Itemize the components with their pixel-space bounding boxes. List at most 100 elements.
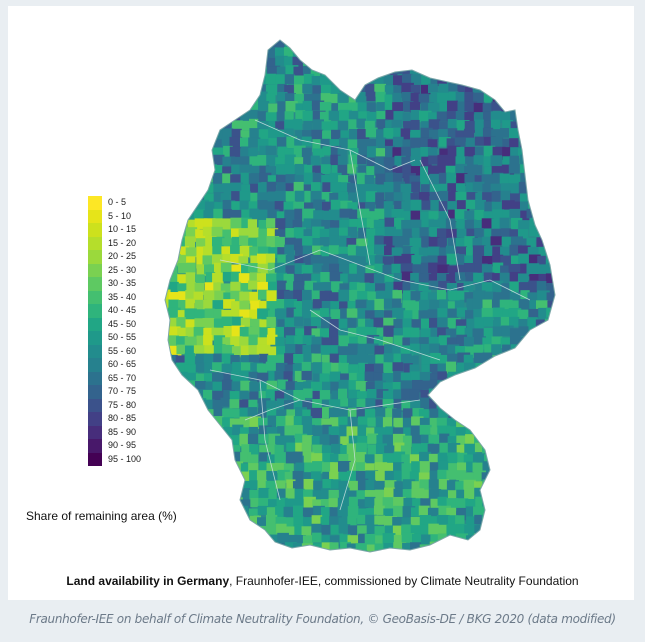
map-cell	[483, 427, 493, 437]
map-cell	[193, 407, 205, 417]
map-cell	[527, 525, 538, 536]
map-cell	[320, 138, 330, 149]
map-cell	[196, 418, 210, 432]
map-cell	[204, 362, 216, 375]
map-cell	[544, 363, 555, 374]
map-cell	[427, 309, 439, 321]
map-cell	[212, 462, 222, 474]
map-cell	[302, 245, 313, 259]
map-cell	[385, 57, 398, 68]
map-cell	[545, 327, 555, 339]
map-cell	[248, 148, 259, 159]
map-cell	[365, 127, 378, 138]
map-cell	[213, 75, 224, 89]
map-cell	[203, 417, 216, 428]
map-cell	[265, 112, 277, 124]
map-cell	[257, 182, 269, 195]
map-cell	[556, 299, 560, 312]
map-cell	[510, 201, 521, 215]
map-cell	[385, 172, 396, 185]
map-cell	[465, 434, 475, 445]
map-cell	[409, 101, 421, 113]
map-cell	[257, 479, 267, 493]
map-cell	[241, 56, 252, 68]
map-cell	[249, 291, 261, 304]
map-cell	[221, 137, 232, 147]
map-cell	[393, 542, 407, 552]
map-cell	[230, 553, 241, 560]
map-cell	[249, 156, 261, 167]
map-cell	[538, 551, 551, 552]
map-cell	[338, 65, 351, 76]
map-cell	[275, 218, 286, 231]
map-cell	[168, 371, 180, 382]
map-cell	[284, 364, 296, 375]
map-cell	[203, 327, 216, 340]
map-cell	[240, 355, 252, 365]
map-cell	[356, 238, 370, 250]
map-cell	[166, 183, 178, 195]
map-cell	[257, 192, 269, 203]
legend-label: 15 - 20	[108, 237, 137, 248]
map-cell	[385, 46, 396, 59]
map-cell	[221, 246, 232, 257]
map-cell	[266, 444, 277, 456]
map-cell	[492, 307, 505, 319]
map-cell	[212, 172, 224, 185]
map-cell	[519, 406, 530, 419]
map-cell	[446, 498, 459, 509]
map-cell	[301, 264, 314, 278]
map-cell	[275, 164, 288, 175]
map-cell	[419, 451, 432, 462]
map-cell	[194, 542, 207, 552]
map-cell	[537, 255, 549, 266]
map-cell	[385, 120, 396, 132]
map-cell	[231, 236, 244, 247]
map-cell	[447, 265, 459, 276]
map-cell	[410, 507, 424, 517]
map-cell	[339, 264, 353, 274]
map-cell	[223, 389, 235, 401]
map-cell	[204, 345, 215, 355]
map-cell	[204, 471, 216, 484]
map-cell	[322, 406, 333, 419]
map-cell	[546, 478, 555, 489]
map-cell	[490, 389, 504, 400]
map-cell	[446, 470, 458, 480]
legend-swatch	[88, 209, 102, 223]
map-cell	[349, 281, 360, 294]
map-cell	[500, 362, 513, 374]
map-cell	[302, 344, 315, 358]
map-cell	[302, 553, 313, 560]
map-cell	[268, 433, 281, 447]
map-cell	[329, 435, 339, 447]
map-cell	[547, 93, 555, 106]
map-cell	[537, 174, 549, 187]
map-cell	[491, 544, 505, 552]
map-cell	[520, 290, 530, 303]
map-cell	[321, 462, 335, 473]
map-cell	[302, 100, 312, 114]
map-cell	[293, 516, 304, 527]
map-cell	[321, 300, 334, 314]
map-cell	[382, 40, 392, 41]
map-cell	[501, 524, 512, 534]
map-cell	[193, 47, 205, 60]
map-cell	[240, 317, 252, 329]
map-cell	[547, 373, 555, 385]
map-cell	[322, 146, 332, 156]
map-cell	[527, 174, 540, 184]
legend-row: 55 - 60	[88, 344, 141, 358]
map-cell	[267, 30, 277, 40]
map-cell	[328, 110, 341, 121]
map-cell	[257, 263, 269, 275]
map-cell	[302, 435, 313, 445]
map-cell	[184, 353, 195, 365]
map-cell	[392, 236, 403, 249]
map-cell	[437, 452, 448, 464]
map-cell	[419, 515, 432, 526]
map-cell	[185, 298, 195, 309]
map-cell	[203, 443, 214, 455]
map-cell	[241, 444, 255, 455]
map-cell	[292, 40, 303, 50]
